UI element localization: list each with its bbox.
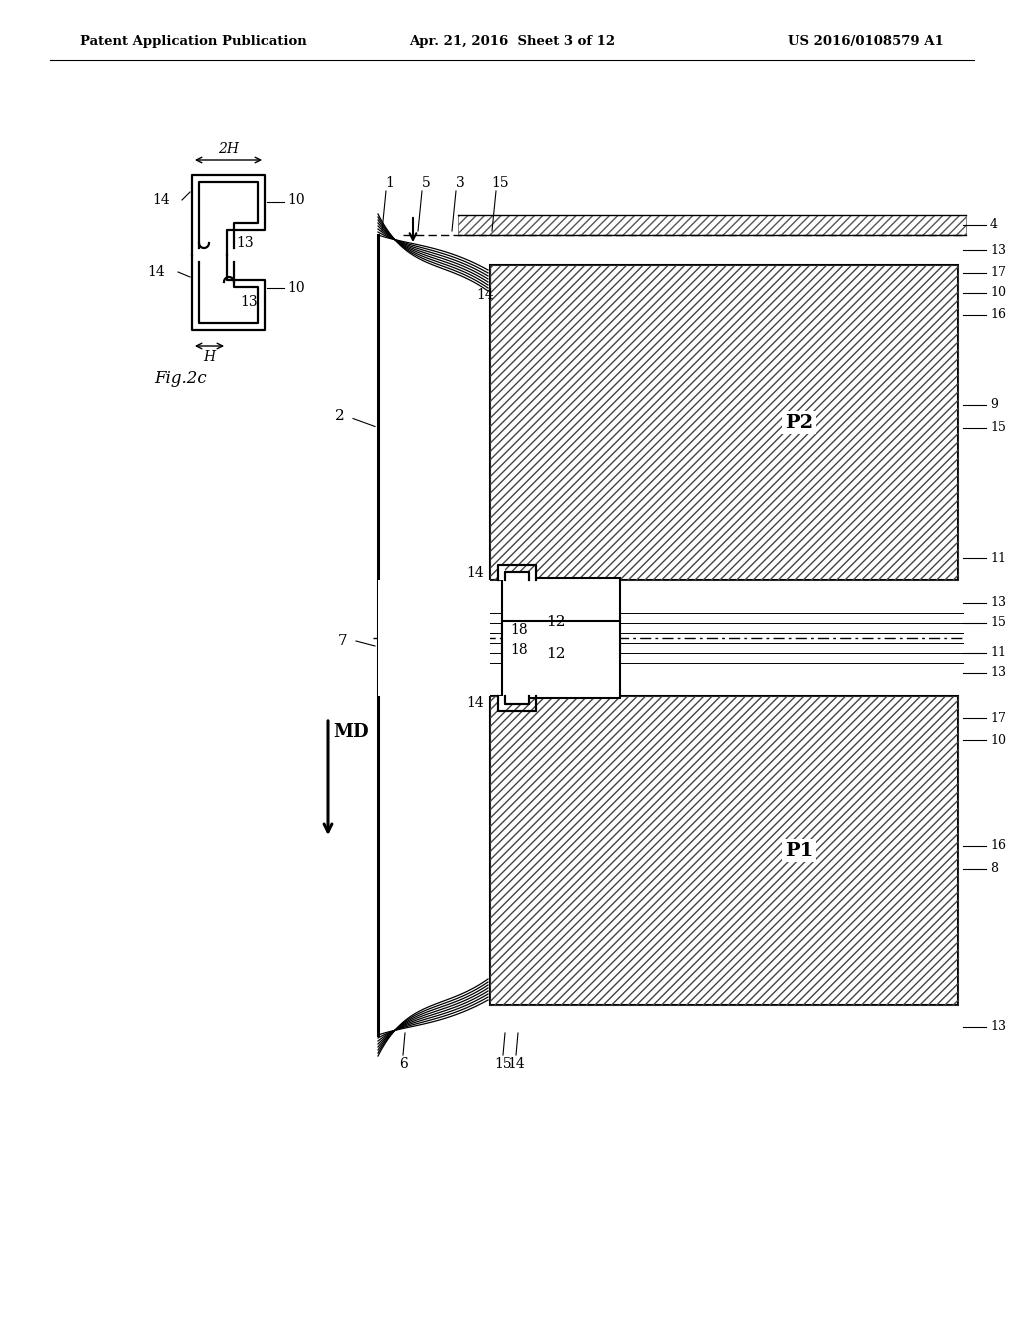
Text: 13: 13 <box>236 236 254 249</box>
Text: 8: 8 <box>990 862 998 875</box>
Text: 13: 13 <box>990 667 1006 680</box>
Text: 10: 10 <box>990 286 1006 300</box>
Text: Fig.2a: Fig.2a <box>398 636 415 689</box>
Text: 18: 18 <box>510 623 527 638</box>
Polygon shape <box>490 265 958 579</box>
Text: 13: 13 <box>990 597 1006 610</box>
Text: 15: 15 <box>990 616 1006 630</box>
Text: 11: 11 <box>990 647 1006 660</box>
Text: 7: 7 <box>338 634 348 648</box>
Text: Apr. 21, 2016  Sheet 3 of 12: Apr. 21, 2016 Sheet 3 of 12 <box>409 36 615 49</box>
Text: 12: 12 <box>546 648 565 661</box>
Text: 13: 13 <box>240 294 258 309</box>
Text: H: H <box>204 350 216 364</box>
Text: 17: 17 <box>990 711 1006 725</box>
Text: 14: 14 <box>507 1057 525 1071</box>
Polygon shape <box>378 565 536 711</box>
Text: 11: 11 <box>990 552 1006 565</box>
Text: 9: 9 <box>990 399 997 411</box>
Text: 10: 10 <box>287 281 304 294</box>
Text: 14: 14 <box>476 288 494 302</box>
Text: 10: 10 <box>990 734 1006 747</box>
Text: Patent Application Publication: Patent Application Publication <box>80 36 307 49</box>
Text: MD: MD <box>333 723 369 741</box>
Text: 16: 16 <box>990 309 1006 322</box>
Text: 13: 13 <box>990 243 1006 256</box>
Text: 1: 1 <box>386 176 394 190</box>
Text: 15: 15 <box>492 176 509 190</box>
Text: 18: 18 <box>510 643 527 657</box>
Polygon shape <box>490 696 958 1005</box>
Text: 10: 10 <box>287 193 304 207</box>
Text: 2: 2 <box>335 409 345 424</box>
Text: Fig.2c: Fig.2c <box>154 370 207 387</box>
Text: 12: 12 <box>546 615 565 628</box>
Text: US 2016/0108579 A1: US 2016/0108579 A1 <box>788 36 944 49</box>
Text: 14: 14 <box>147 265 165 279</box>
Text: 17: 17 <box>990 267 1006 280</box>
Text: 14: 14 <box>466 566 484 579</box>
Text: 5: 5 <box>422 176 430 190</box>
Text: 15: 15 <box>990 421 1006 434</box>
Text: 6: 6 <box>398 1057 408 1071</box>
Text: P1: P1 <box>784 842 813 859</box>
Text: P2: P2 <box>785 413 813 432</box>
Text: 13: 13 <box>990 1020 1006 1034</box>
Polygon shape <box>502 620 620 698</box>
Text: 15: 15 <box>495 1057 512 1071</box>
Text: 4: 4 <box>990 219 998 231</box>
Text: 3: 3 <box>456 176 464 190</box>
Text: 16: 16 <box>990 840 1006 851</box>
Text: 14: 14 <box>153 193 170 207</box>
Polygon shape <box>502 578 620 655</box>
Text: 2H: 2H <box>218 143 239 156</box>
Text: 14: 14 <box>466 696 484 710</box>
